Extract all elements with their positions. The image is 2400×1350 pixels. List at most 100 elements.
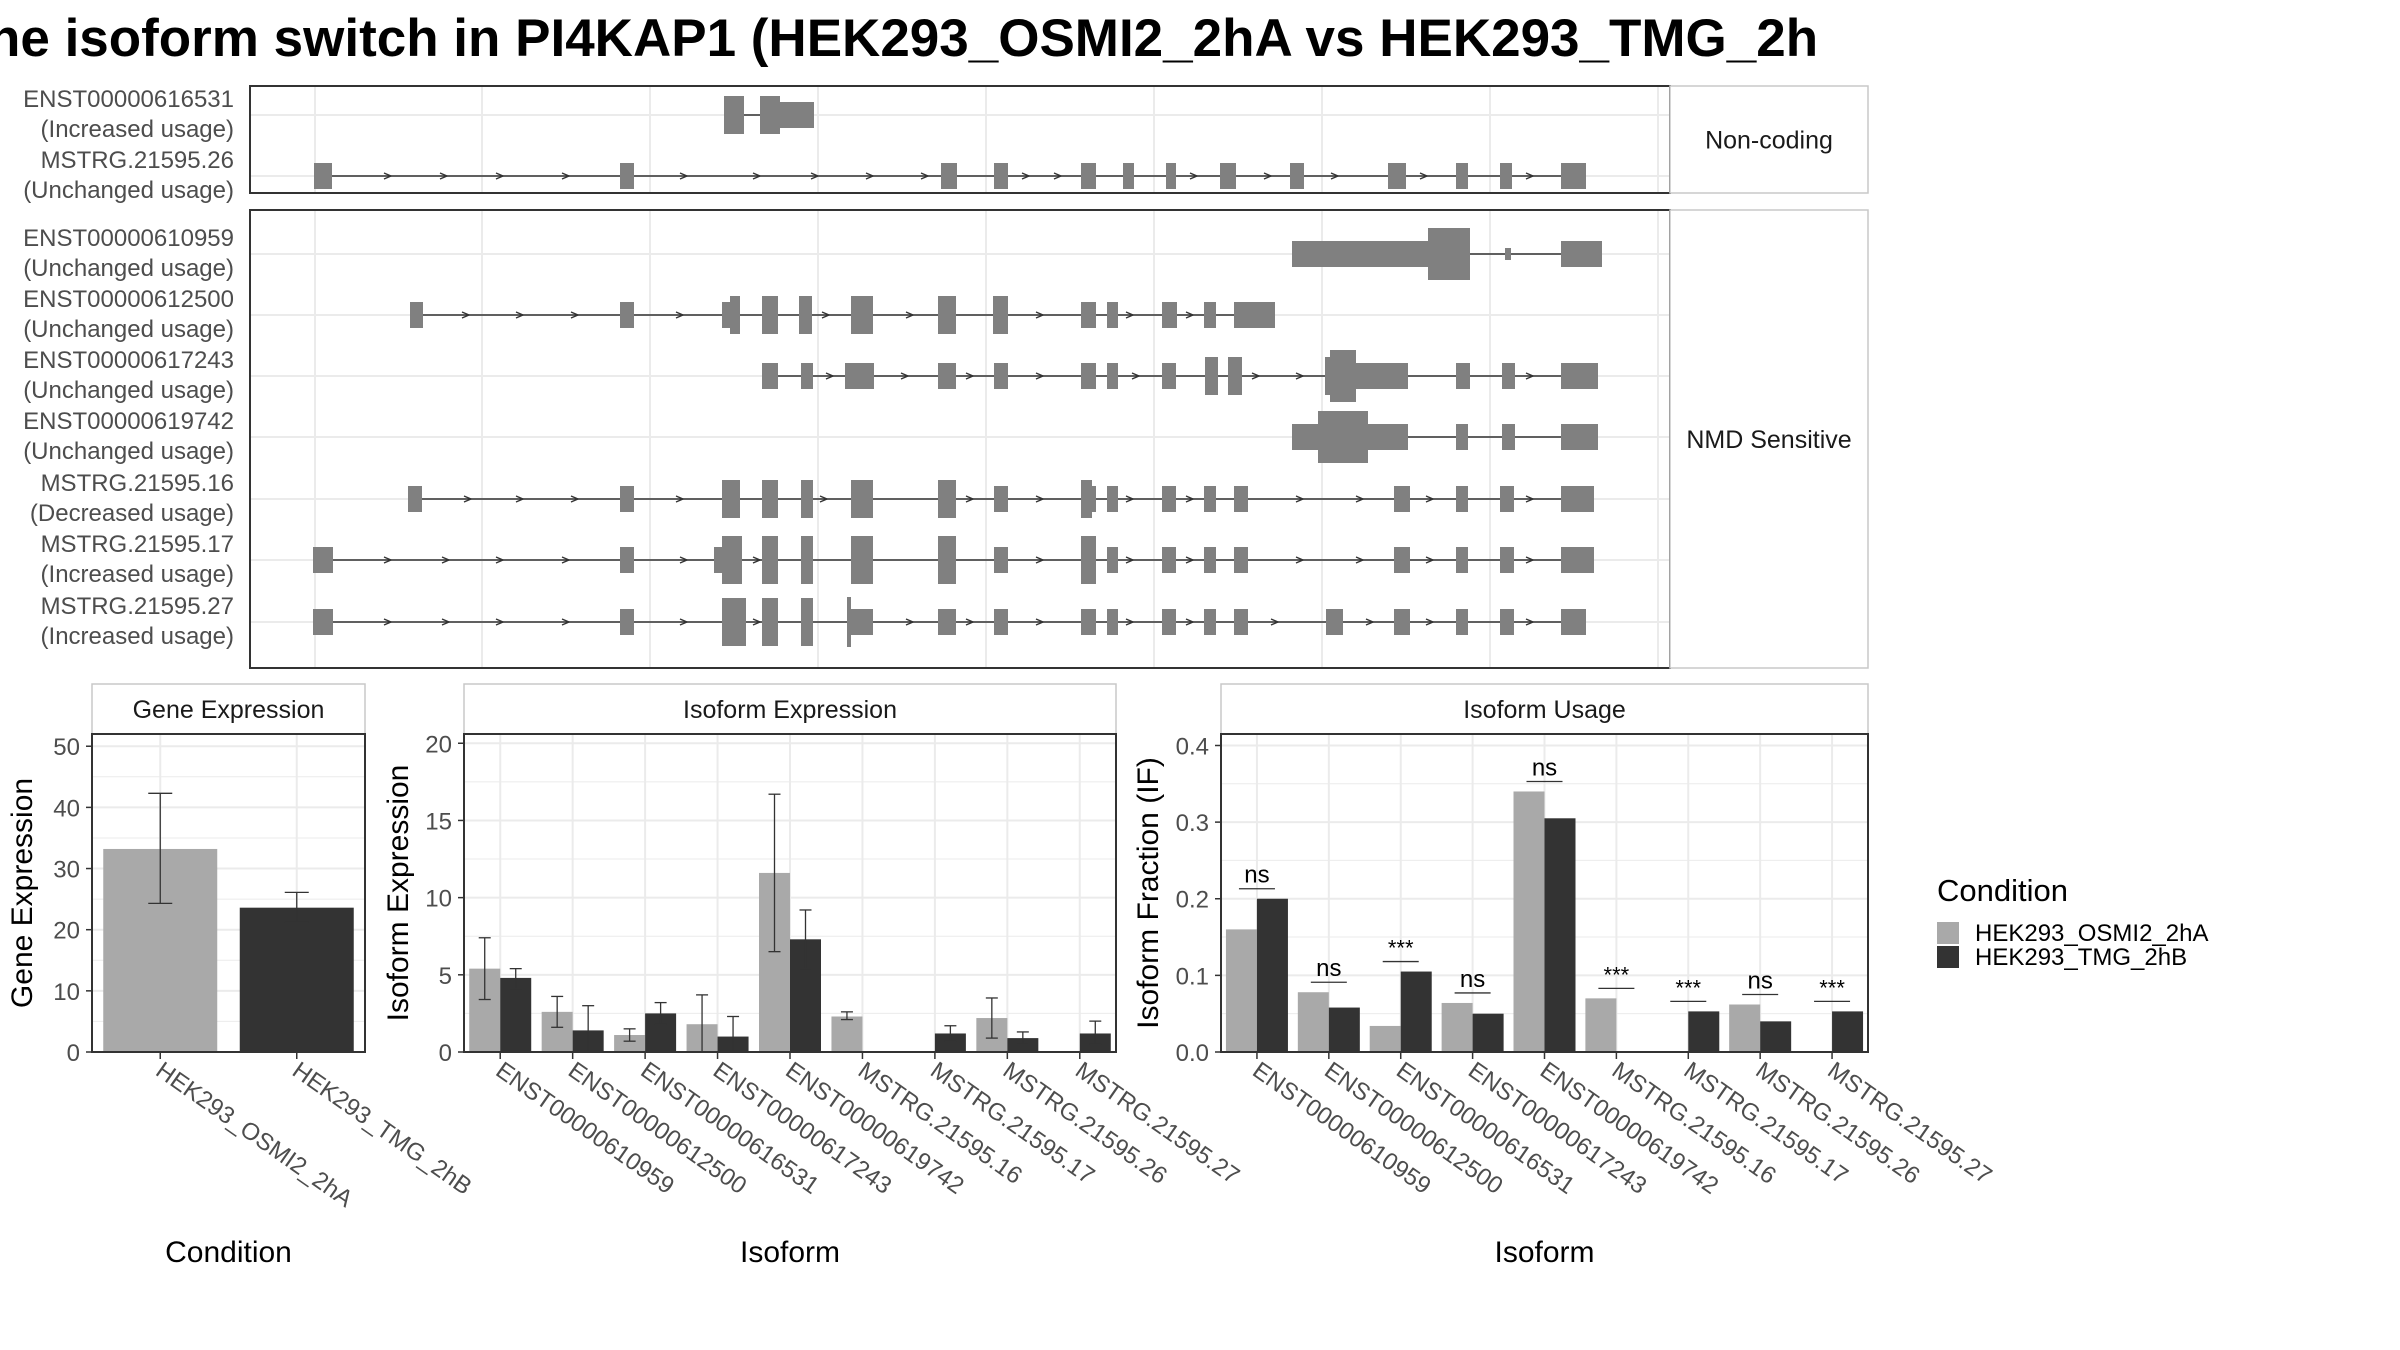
transcript-id-label: ENST00000612500 <box>23 286 234 313</box>
intron-direction-arrow <box>1525 556 1535 564</box>
exon-block <box>1292 424 1318 450</box>
legend-label: HEK293_OSMI2_2hA <box>1975 920 2208 947</box>
bar <box>1256 898 1288 1052</box>
intron-direction-arrow <box>1185 495 1195 503</box>
significance-label: ns <box>1747 967 1772 994</box>
transcript-facet-background <box>250 210 1670 668</box>
transcript-id-label: MSTRG.21595.17 <box>41 531 234 558</box>
legend-swatch <box>1937 922 1959 944</box>
significance-label: *** <box>1819 975 1845 1000</box>
exon-block <box>1081 609 1096 635</box>
significance-label: ns <box>1244 862 1269 889</box>
intron-direction-arrow <box>570 311 580 319</box>
intron-direction-arrow <box>561 556 571 564</box>
exon-block <box>620 547 634 573</box>
intron-direction-arrow <box>752 618 762 626</box>
panel-strip-label: Gene Expression <box>133 696 325 724</box>
exon-block <box>1394 609 1410 635</box>
exon-block <box>620 486 634 512</box>
intron-direction-arrow <box>439 172 449 180</box>
exon-block <box>938 296 956 334</box>
intron-direction-arrow <box>679 172 689 180</box>
intron-direction-arrow <box>515 311 525 319</box>
exon-block <box>1356 363 1408 389</box>
intron-direction-arrow <box>1035 618 1045 626</box>
intron-direction-arrow <box>1125 495 1135 503</box>
intron-direction-arrow <box>810 172 820 180</box>
intron-direction-arrow <box>1419 172 1429 180</box>
exon-block <box>1081 302 1096 328</box>
y-tick-label: 5 <box>439 963 452 990</box>
bar <box>1441 1002 1473 1052</box>
intron-direction-arrow <box>965 495 975 503</box>
exon-block <box>941 163 957 189</box>
exon-block <box>1162 547 1176 573</box>
exon-block <box>1292 241 1428 267</box>
exon-block <box>1326 609 1343 635</box>
intron-direction-arrow <box>441 618 451 626</box>
exon-block <box>938 363 956 389</box>
exon-block <box>1290 163 1304 189</box>
transcript-id-label: ENST00000610959 <box>23 225 234 252</box>
exon-block <box>1162 363 1176 389</box>
intron-direction-arrow <box>965 618 975 626</box>
exon-block <box>938 609 956 635</box>
y-tick-label: 0 <box>439 1040 452 1067</box>
exon-block <box>1561 424 1598 450</box>
bar <box>934 1033 966 1052</box>
exon-block <box>1234 609 1248 635</box>
intron-direction-arrow <box>1189 172 1199 180</box>
exon-block <box>1500 609 1514 635</box>
exon-block <box>1234 547 1248 573</box>
intron-direction-arrow <box>1035 556 1045 564</box>
transcript-id-label: ENST00000616531 <box>23 86 234 113</box>
exon-block <box>714 547 722 573</box>
bar <box>500 977 532 1052</box>
exon-block <box>801 536 813 584</box>
exon-block <box>1368 424 1408 450</box>
facet-strip-background <box>1669 85 1869 194</box>
intron-direction-arrow <box>561 618 571 626</box>
intron-direction-arrow <box>1425 495 1435 503</box>
intron-direction-arrow <box>900 372 910 380</box>
exon-block <box>845 363 874 389</box>
exon-block <box>851 480 873 518</box>
y-tick-label: 30 <box>53 857 80 884</box>
panel-strip-label: Isoform Usage <box>1463 696 1626 724</box>
significance-label: ns <box>1532 754 1557 781</box>
transcript-id-label: MSTRG.21595.26 <box>41 147 234 174</box>
intron-direction-arrow <box>1035 372 1045 380</box>
y-tick-label: 0 <box>67 1040 80 1067</box>
exon-block <box>1502 424 1515 450</box>
bar <box>1328 1007 1360 1052</box>
exon-block <box>1204 547 1216 573</box>
exon-block <box>1394 547 1410 573</box>
exon-block <box>1388 163 1406 189</box>
exon-block <box>1456 363 1470 389</box>
bar <box>1225 929 1257 1052</box>
exon-block <box>994 363 1008 389</box>
intron-direction-arrow <box>463 495 473 503</box>
exon-block <box>762 480 778 518</box>
y-tick-label: 15 <box>425 808 452 835</box>
exon-block <box>994 486 1008 512</box>
intron-direction-arrow <box>865 172 875 180</box>
exon-block <box>1166 163 1176 189</box>
panel-border <box>91 733 366 1053</box>
y-tick-label: 20 <box>53 918 80 945</box>
intron-direction-arrow <box>675 495 685 503</box>
exon-block <box>1325 357 1330 395</box>
exon-block <box>1107 609 1118 635</box>
intron-direction-arrow <box>905 618 915 626</box>
transcript-usage-label: (Increased usage) <box>41 561 234 588</box>
bar <box>1832 1011 1864 1052</box>
transcript-usage-label: (Unchanged usage) <box>23 255 234 282</box>
exon-block <box>1456 547 1468 573</box>
exon-block <box>851 609 873 635</box>
exon-block <box>722 536 742 584</box>
figure-title: ne isoform switch in PI4KAP1 (HEK293_OSM… <box>0 9 1818 68</box>
exon-block <box>994 609 1008 635</box>
bar <box>1472 1013 1504 1052</box>
exon-block <box>1205 357 1218 395</box>
